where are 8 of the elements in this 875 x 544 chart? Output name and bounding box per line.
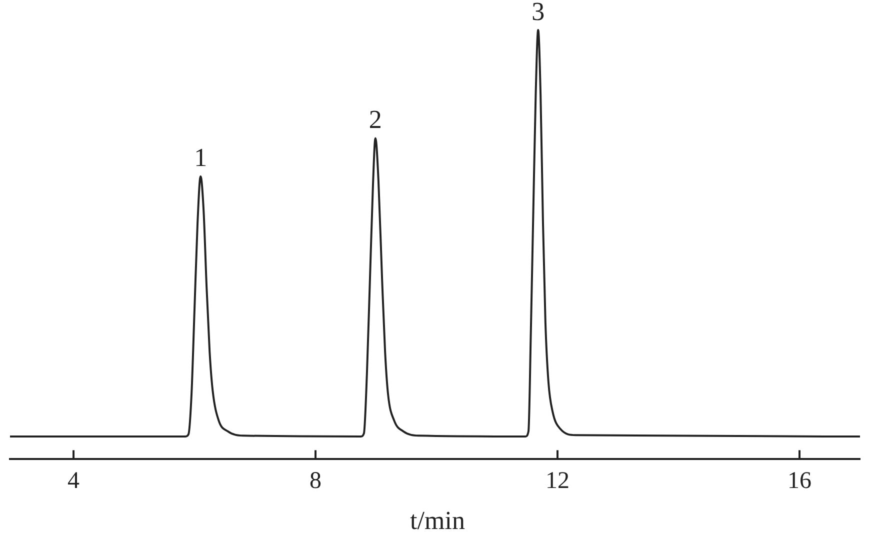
annotation: 3 [532,0,545,26]
x-tick-label: 16 [788,468,812,494]
x-tick-label: 8 [310,468,322,494]
x-tick-label: 4 [68,468,80,494]
annotation: 2 [368,105,382,134]
annotation: 1 [194,143,208,172]
x-tick-label: 12 [546,468,570,494]
x-axis-title: t/min [409,506,466,536]
